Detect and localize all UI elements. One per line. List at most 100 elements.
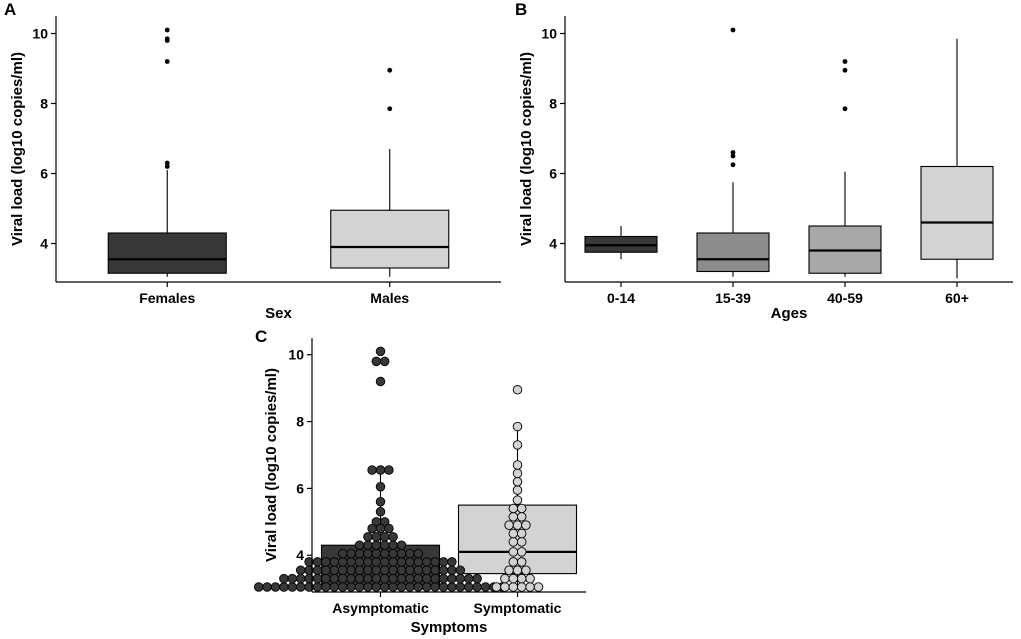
data-point xyxy=(396,565,407,576)
data-point xyxy=(533,582,544,592)
box-15-39 xyxy=(696,27,770,277)
data-point xyxy=(455,565,466,576)
data-point xyxy=(375,346,386,357)
data-point xyxy=(512,385,523,395)
data-point xyxy=(375,376,386,387)
outlier-point xyxy=(842,59,848,64)
data-point xyxy=(253,582,264,592)
data-point xyxy=(295,573,306,584)
data-point xyxy=(329,573,340,584)
data-point xyxy=(512,495,523,505)
data-point xyxy=(371,532,382,542)
data-point xyxy=(516,512,527,522)
data-point xyxy=(379,557,390,567)
data-point xyxy=(480,582,491,592)
data-point xyxy=(337,582,348,592)
box-iqr xyxy=(330,209,450,269)
data-point xyxy=(396,540,407,550)
data-point xyxy=(508,547,519,557)
data-point xyxy=(295,582,306,592)
data-point xyxy=(375,465,386,475)
data-point xyxy=(337,573,348,584)
outlier-point xyxy=(387,106,393,112)
outlier-point xyxy=(730,150,736,155)
data-point xyxy=(447,557,457,567)
y-axis-title: Viral load (log10 copies/ml) xyxy=(263,368,280,562)
outlier-point xyxy=(730,27,736,33)
panel-letter: A xyxy=(4,0,16,19)
data-point xyxy=(379,540,390,550)
x-tick-label: 60+ xyxy=(945,290,969,306)
data-point xyxy=(379,582,390,592)
data-point xyxy=(346,565,356,576)
data-point xyxy=(413,582,424,592)
data-point xyxy=(438,582,449,592)
data-point xyxy=(516,557,527,567)
data-point xyxy=(430,573,440,584)
data-point xyxy=(375,523,386,534)
data-point xyxy=(388,532,398,542)
data-point xyxy=(371,548,382,559)
y-axis-title: Viral load (log10 copies/ml) xyxy=(9,52,26,246)
data-point xyxy=(363,532,373,542)
data-point xyxy=(287,582,298,592)
data-point xyxy=(447,573,457,584)
data-point xyxy=(521,565,531,576)
y-tick-label: 10 xyxy=(288,347,304,363)
data-point xyxy=(312,565,323,576)
data-point xyxy=(463,582,474,592)
x-tick-label: 15-39 xyxy=(715,290,751,306)
data-point xyxy=(371,565,382,576)
data-point xyxy=(363,582,373,592)
data-point xyxy=(421,573,432,584)
points-symptomatic xyxy=(491,385,544,592)
data-point xyxy=(508,528,519,539)
y-tick-label: 4 xyxy=(549,236,557,252)
data-point xyxy=(321,582,331,592)
data-point xyxy=(512,421,523,432)
data-point xyxy=(375,497,386,507)
data-point xyxy=(346,573,356,584)
data-point xyxy=(447,582,457,592)
data-point xyxy=(405,565,415,576)
data-point xyxy=(384,523,394,534)
data-point xyxy=(396,582,407,592)
data-point xyxy=(321,573,331,584)
data-point xyxy=(337,565,348,576)
data-point xyxy=(472,582,482,592)
data-point xyxy=(346,557,356,567)
data-point xyxy=(321,557,331,567)
data-point xyxy=(508,512,519,522)
data-point xyxy=(413,557,424,567)
outlier-point xyxy=(730,162,736,168)
data-point xyxy=(354,565,365,576)
data-point xyxy=(379,356,390,367)
data-point xyxy=(287,573,298,584)
outlier-point xyxy=(842,67,848,73)
data-point xyxy=(371,573,382,584)
y-tick-label: 6 xyxy=(40,166,48,182)
data-point xyxy=(500,573,510,584)
outlier-point xyxy=(164,160,170,166)
data-point xyxy=(337,557,348,567)
data-point xyxy=(421,557,432,567)
data-point xyxy=(421,565,432,576)
data-point xyxy=(354,582,365,592)
box-males xyxy=(330,67,450,277)
data-point xyxy=(388,565,398,576)
y-tick-label: 6 xyxy=(296,480,304,496)
data-point xyxy=(512,485,523,495)
data-point xyxy=(375,507,386,517)
data-point xyxy=(512,520,523,530)
x-tick-label: 40-59 xyxy=(827,290,863,306)
data-point xyxy=(516,537,527,547)
data-point xyxy=(388,540,398,550)
x-tick-label: Females xyxy=(139,290,195,306)
data-point xyxy=(396,573,407,584)
box-females xyxy=(107,27,227,277)
data-point xyxy=(363,573,373,584)
data-point xyxy=(329,565,340,576)
data-point xyxy=(504,520,514,530)
data-point xyxy=(354,540,365,550)
